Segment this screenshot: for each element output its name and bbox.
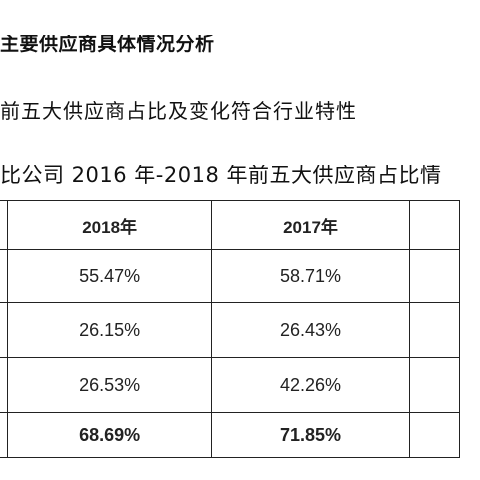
table-total-row: 68.69% 71.85% — [0, 412, 460, 458]
total-cell-2016 — [409, 412, 460, 458]
row-label-cell — [0, 249, 9, 303]
value-cell-2018: 26.53% — [7, 357, 212, 413]
table-caption: 比公司 2016 年-2018 年前五大供应商占比情 — [0, 165, 442, 186]
row-label-cell — [0, 412, 9, 458]
header-cell-2017: 2017年 — [210, 200, 411, 250]
supplier-share-table: 2018年 2017年 55.47% 58.71% 26.15% 26.43% … — [0, 200, 460, 458]
row-label-cell — [0, 357, 9, 413]
header-cell-2018: 2018年 — [7, 200, 212, 250]
value-cell-2017: 26.43% — [210, 302, 411, 358]
value-cell-2016 — [409, 302, 460, 358]
value-cell-2017: 42.26% — [210, 357, 411, 413]
value-cell-2016 — [409, 357, 460, 413]
table-header-row: 2018年 2017年 — [0, 200, 460, 250]
value-cell-2018: 55.47% — [7, 249, 212, 303]
subsection-heading: 前五大供应商占比及变化符合行业特性 — [0, 101, 357, 121]
value-cell-2017: 58.71% — [210, 249, 411, 303]
table-row: 55.47% 58.71% — [0, 249, 460, 303]
header-cell-label — [0, 200, 9, 250]
value-cell-2018: 26.15% — [7, 302, 212, 358]
header-cell-2016 — [409, 200, 460, 250]
section-heading: 主要供应商具体情况分析 — [0, 35, 215, 54]
total-cell-2018: 68.69% — [7, 412, 212, 458]
table-row: 26.53% 42.26% — [0, 357, 460, 413]
row-label-cell — [0, 302, 9, 358]
table-row: 26.15% 26.43% — [0, 302, 460, 358]
total-cell-2017: 71.85% — [210, 412, 411, 458]
value-cell-2016 — [409, 249, 460, 303]
